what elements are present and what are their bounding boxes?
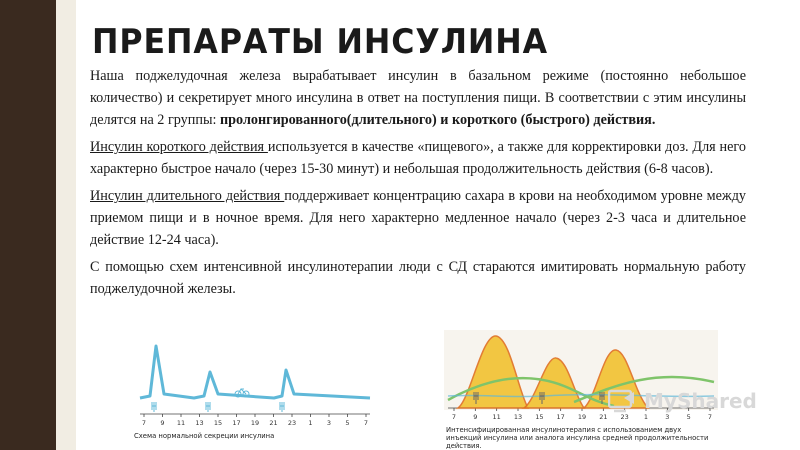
left-tick-label: 7 bbox=[142, 419, 146, 427]
left-tick-label: 17 bbox=[232, 419, 240, 427]
paragraph-therapy: С помощью схем интенсивной инсулинотерап… bbox=[90, 256, 746, 300]
therapy-text: С помощью схем интенсивной инсулинотерап… bbox=[90, 259, 746, 297]
fork-icon bbox=[151, 402, 285, 412]
right-tick-label: 5 bbox=[687, 413, 691, 421]
right-tick-label: 21 bbox=[599, 413, 607, 421]
long-insulin-curve-2 bbox=[573, 375, 715, 404]
left-tick-label: 3 bbox=[327, 419, 331, 427]
right-tick-label: 7 bbox=[452, 413, 456, 421]
right-tick-label: 15 bbox=[535, 413, 543, 421]
right-tick-label: 19 bbox=[578, 413, 586, 421]
myshared-logo-icon bbox=[608, 389, 634, 413]
right-tick-label: 9 bbox=[473, 413, 477, 421]
intro-text: Наша поджелудочная железа вырабатывает и… bbox=[90, 68, 746, 128]
normal-secretion-caption: Схема нормальной секреции инсулина bbox=[134, 432, 275, 440]
right-tick-label: 7 bbox=[708, 413, 712, 421]
right-tick-label: 13 bbox=[514, 413, 522, 421]
myshared-watermark: MyShared bbox=[608, 388, 757, 414]
left-tick-label: 1 bbox=[308, 419, 312, 427]
right-tick-label: 3 bbox=[665, 413, 669, 421]
left-tick-label: 9 bbox=[160, 419, 164, 427]
slide-body: Наша поджелудочная железа вырабатывает и… bbox=[90, 65, 746, 305]
left-tick-label: 13 bbox=[195, 419, 203, 427]
right-tick-label: 17 bbox=[557, 413, 565, 421]
watermark-text: MyShared bbox=[644, 389, 757, 413]
long-insulin-curve-1 bbox=[447, 376, 615, 408]
normal-secretion-curve bbox=[139, 344, 371, 400]
right-tick-label: 23 bbox=[621, 413, 629, 421]
left-axis-ticks: 7 9 11 13 15 17 19 21 23 1 3 5 7 bbox=[142, 414, 368, 427]
normal-secretion-diagram: 7 9 11 13 15 17 19 21 23 1 3 5 7 bbox=[139, 344, 371, 427]
right-tick-label: 11 bbox=[493, 413, 501, 421]
slide-title: ПРЕПАРАТЫ ИНСУЛИНА bbox=[92, 22, 549, 62]
left-sidebar-band bbox=[0, 0, 56, 450]
figure-intensified-therapy: 7 9 11 13 15 17 19 21 23 1 3 5 7 Интенсифицированная… bbox=[444, 330, 718, 450]
intro-bold-text: пролонгированного(длительного) и коротко… bbox=[219, 112, 656, 128]
basal-secretion-curve bbox=[447, 393, 715, 398]
paragraph-intro: Наша поджелудочная железа вырабатывает и… bbox=[90, 65, 746, 131]
left-tick-label: 21 bbox=[269, 419, 277, 427]
short-insulin-peak-1 bbox=[455, 335, 530, 409]
short-insulin-text: используется в качестве «пищевого», а та… bbox=[90, 139, 746, 177]
intensified-therapy-caption: Интенсифицированная инсулинотерапия с ис… bbox=[446, 426, 709, 450]
paragraph-long-insulin: Инсулин длительного действия поддерживае… bbox=[90, 185, 746, 251]
short-insulin-heading: Инсулин короткого действия bbox=[90, 139, 268, 155]
left-tick-label: 23 bbox=[288, 419, 296, 427]
paragraph-short-insulin: Инсулин короткого действия используется … bbox=[90, 136, 746, 180]
left-tick-label: 19 bbox=[251, 419, 259, 427]
figure-normal-secretion: 7 9 11 13 15 17 19 21 23 1 3 5 7 Схема нормальной се… bbox=[134, 336, 374, 446]
bicycle-icon bbox=[234, 388, 250, 398]
sidebar-edge-strip bbox=[56, 0, 76, 450]
fork-icon bbox=[473, 392, 605, 404]
right-tick-label: 1 bbox=[644, 413, 648, 421]
long-insulin-heading: Инсулин длительного действия bbox=[90, 188, 285, 204]
left-tick-label: 11 bbox=[177, 419, 185, 427]
long-insulin-text: поддерживает концентрацию сахара в крови… bbox=[90, 188, 747, 248]
intensified-therapy-diagram: 7 9 11 13 15 17 19 21 23 1 3 5 7 bbox=[444, 330, 718, 421]
left-tick-label: 7 bbox=[364, 419, 368, 427]
left-tick-label: 15 bbox=[214, 419, 222, 427]
left-tick-label: 5 bbox=[345, 419, 349, 427]
